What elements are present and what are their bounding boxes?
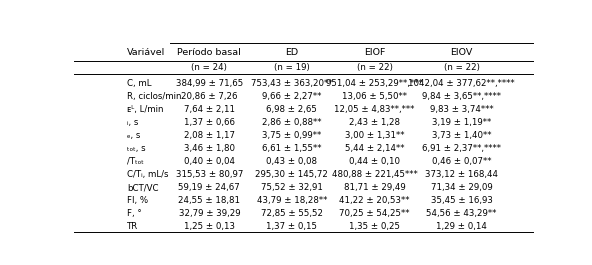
Text: 2,43 ± 1,28: 2,43 ± 1,28 bbox=[349, 118, 400, 127]
Text: Período basal: Período basal bbox=[178, 48, 241, 57]
Text: 3,19 ± 1,19**: 3,19 ± 1,19** bbox=[432, 118, 491, 127]
Text: 6,98 ± 2,65: 6,98 ± 2,65 bbox=[266, 105, 317, 114]
Text: 71,34 ± 29,09: 71,34 ± 29,09 bbox=[431, 183, 493, 192]
Text: bCT/VC: bCT/VC bbox=[127, 183, 158, 192]
Text: 3,46 ± 1,80: 3,46 ± 1,80 bbox=[184, 144, 235, 153]
Text: 1,37 ± 0,15: 1,37 ± 0,15 bbox=[266, 222, 317, 231]
Text: 13,06 ± 5,50**: 13,06 ± 5,50** bbox=[342, 92, 407, 101]
Text: 315,53 ± 80,97: 315,53 ± 80,97 bbox=[176, 170, 243, 179]
Text: 6,91 ± 2,37**,****: 6,91 ± 2,37**,**** bbox=[422, 144, 501, 153]
Text: 32,79 ± 39,29: 32,79 ± 39,29 bbox=[179, 209, 240, 218]
Text: 12,05 ± 4,83**,***: 12,05 ± 4,83**,*** bbox=[334, 105, 415, 114]
Text: C, mL: C, mL bbox=[127, 79, 152, 88]
Text: Variável: Variável bbox=[127, 48, 165, 57]
Text: 35,45 ± 16,93: 35,45 ± 16,93 bbox=[431, 196, 493, 205]
Text: 54,56 ± 43,29**: 54,56 ± 43,29** bbox=[426, 209, 497, 218]
Text: 753,43 ± 363,20**: 753,43 ± 363,20** bbox=[251, 79, 333, 88]
Text: 1042,04 ± 377,62**,****: 1042,04 ± 377,62**,**** bbox=[408, 79, 515, 88]
Text: 384,99 ± 71,65: 384,99 ± 71,65 bbox=[176, 79, 243, 88]
Text: 7,64 ± 2,11: 7,64 ± 2,11 bbox=[184, 105, 235, 114]
Text: 41,22 ± 20,53**: 41,22 ± 20,53** bbox=[339, 196, 410, 205]
Text: 1,35 ± 0,25: 1,35 ± 0,25 bbox=[349, 222, 400, 231]
Text: 295,30 ± 145,72: 295,30 ± 145,72 bbox=[256, 170, 329, 179]
Text: 1,37 ± 0,66: 1,37 ± 0,66 bbox=[184, 118, 235, 127]
Text: 1,25 ± 0,13: 1,25 ± 0,13 bbox=[184, 222, 235, 231]
Text: ᵢ, s: ᵢ, s bbox=[127, 118, 138, 127]
Text: 3,73 ± 1,40**: 3,73 ± 1,40** bbox=[432, 131, 491, 140]
Text: ₑ, s: ₑ, s bbox=[127, 131, 140, 140]
Text: 72,85 ± 55,52: 72,85 ± 55,52 bbox=[261, 209, 323, 218]
Text: TR: TR bbox=[127, 222, 138, 231]
Text: ED: ED bbox=[285, 48, 298, 57]
Text: 0,46 ± 0,07**: 0,46 ± 0,07** bbox=[432, 157, 491, 166]
Text: 3,75 ± 0,99**: 3,75 ± 0,99** bbox=[262, 131, 321, 140]
Text: 6,61 ± 1,55**: 6,61 ± 1,55** bbox=[262, 144, 321, 153]
Text: 75,52 ± 32,91: 75,52 ± 32,91 bbox=[261, 183, 323, 192]
Text: 20,86 ± 7,26: 20,86 ± 7,26 bbox=[181, 92, 237, 101]
Text: 0,44 ± 0,10: 0,44 ± 0,10 bbox=[349, 157, 400, 166]
Text: 81,71 ± 29,49: 81,71 ± 29,49 bbox=[343, 183, 406, 192]
Text: /Tₜₒₜ: /Tₜₒₜ bbox=[127, 157, 144, 166]
Text: 0,40 ± 0,04: 0,40 ± 0,04 bbox=[184, 157, 235, 166]
Text: 43,79 ± 18,28**: 43,79 ± 18,28** bbox=[257, 196, 327, 205]
Text: 951,04 ± 253,29**,***: 951,04 ± 253,29**,*** bbox=[326, 79, 423, 88]
Text: 9,84 ± 3,65**,****: 9,84 ± 3,65**,**** bbox=[422, 92, 501, 101]
Text: EIOF: EIOF bbox=[364, 48, 385, 57]
Text: 373,12 ± 168,44: 373,12 ± 168,44 bbox=[425, 170, 498, 179]
Text: 9,83 ± 3,74***: 9,83 ± 3,74*** bbox=[430, 105, 494, 114]
Text: (n = 19): (n = 19) bbox=[274, 63, 310, 72]
Text: (n = 22): (n = 22) bbox=[356, 63, 392, 72]
Text: 1,29 ± 0,14: 1,29 ± 0,14 bbox=[436, 222, 487, 231]
Text: 5,44 ± 2,14**: 5,44 ± 2,14** bbox=[345, 144, 404, 153]
Text: 3,00 ± 1,31**: 3,00 ± 1,31** bbox=[345, 131, 404, 140]
Text: F, °: F, ° bbox=[127, 209, 141, 218]
Text: FI, %: FI, % bbox=[127, 196, 148, 205]
Text: (n = 22): (n = 22) bbox=[444, 63, 480, 72]
Text: 24,55 ± 18,81: 24,55 ± 18,81 bbox=[178, 196, 240, 205]
Text: C/Tᵢ, mL/s: C/Tᵢ, mL/s bbox=[127, 170, 168, 179]
Text: 2,86 ± 0,88**: 2,86 ± 0,88** bbox=[262, 118, 321, 127]
Text: EIOV: EIOV bbox=[451, 48, 473, 57]
Text: 0,43 ± 0,08: 0,43 ± 0,08 bbox=[266, 157, 317, 166]
Text: ᴇᴸ, L/min: ᴇᴸ, L/min bbox=[127, 105, 163, 114]
Text: ₜₒₜ, s: ₜₒₜ, s bbox=[127, 144, 146, 153]
Text: 70,25 ± 54,25**: 70,25 ± 54,25** bbox=[339, 209, 410, 218]
Text: 9,66 ± 2,27**: 9,66 ± 2,27** bbox=[262, 92, 321, 101]
Text: 2,08 ± 1,17: 2,08 ± 1,17 bbox=[184, 131, 235, 140]
Text: 480,88 ± 221,45***: 480,88 ± 221,45*** bbox=[332, 170, 417, 179]
Text: (n = 24): (n = 24) bbox=[191, 63, 227, 72]
Text: 59,19 ± 24,67: 59,19 ± 24,67 bbox=[178, 183, 240, 192]
Text: R, ciclos/min: R, ciclos/min bbox=[127, 92, 181, 101]
